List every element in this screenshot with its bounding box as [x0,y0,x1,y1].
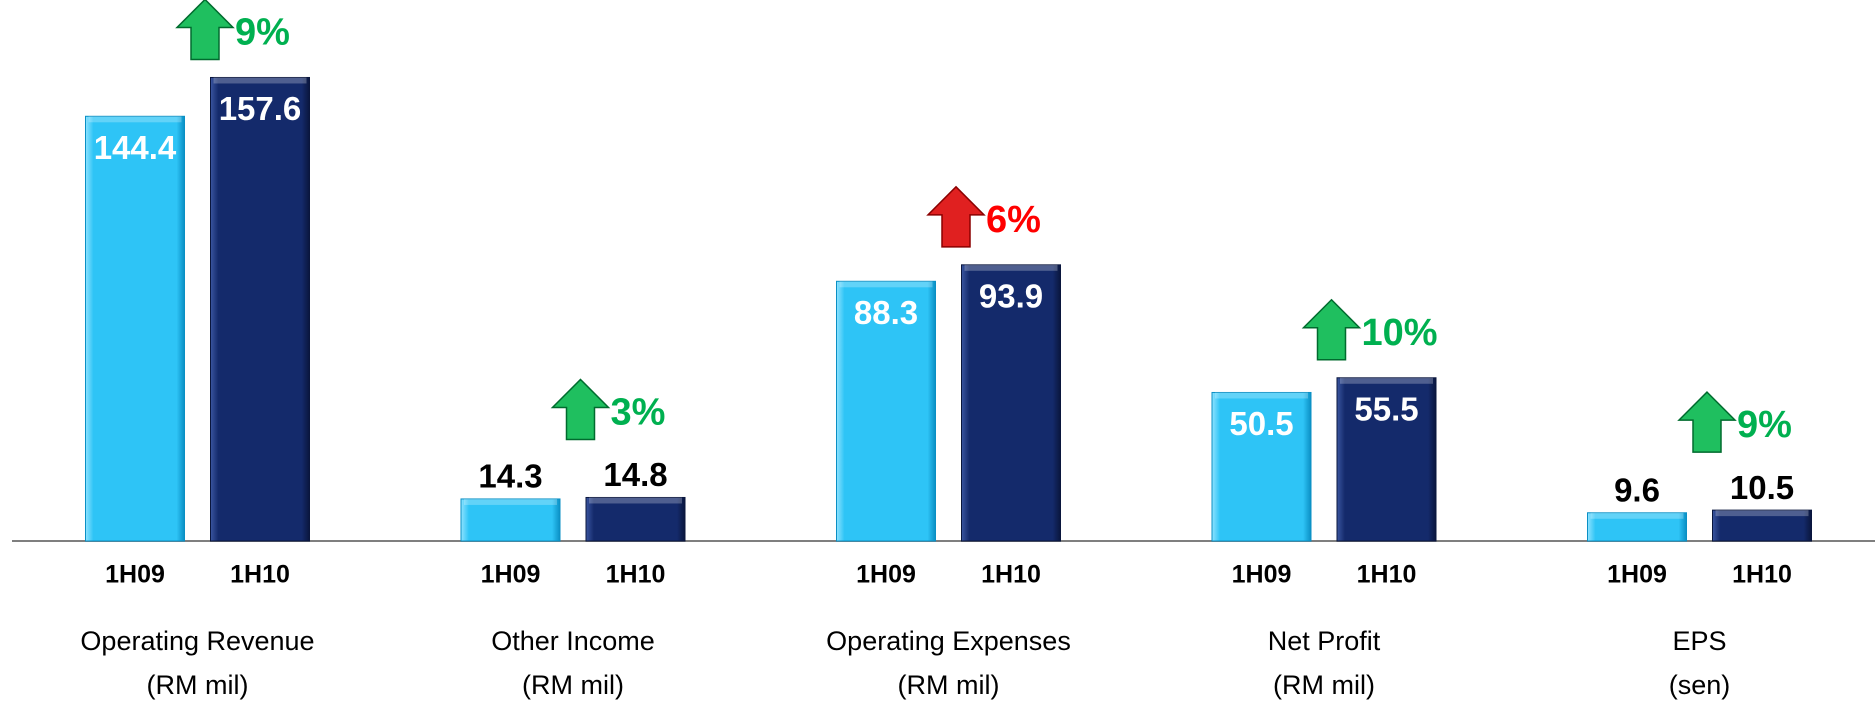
change-label: 6% [986,199,1041,241]
bar-bevel [839,281,933,288]
data-label: 93.9 [979,278,1043,315]
unit-label: (sen) [1669,670,1731,700]
change-label: 9% [1737,404,1792,446]
data-label: 144.4 [94,129,177,166]
change-arrow [926,185,986,248]
bar-bevel [213,77,307,84]
bar [85,115,185,542]
bar-bevel [1215,392,1308,399]
bar [836,280,936,542]
bar-bevel [964,264,1058,271]
bar-bevel [464,498,557,505]
change-arrow [1677,391,1737,453]
bar [210,76,310,542]
series-label: 1H10 [606,561,666,589]
bar [460,498,561,542]
bar [1336,377,1437,542]
change-label: 9% [235,12,290,54]
unit-label: (RM mil) [1273,670,1375,700]
data-label: 157.6 [219,90,302,127]
bar-bevel [88,116,182,123]
series-label: 1H10 [981,561,1041,589]
category-label: EPS [1672,626,1726,656]
unit-label: (RM mil) [898,670,1000,700]
bar [1587,512,1687,542]
series-label: 1H10 [1357,561,1417,589]
data-label: 55.5 [1354,390,1418,427]
change-arrow [550,378,611,441]
change-label: 3% [611,392,666,434]
data-label: 14.3 [478,458,542,495]
bar [1211,391,1312,542]
series-label: 1H09 [1232,561,1292,589]
bar [961,264,1061,542]
category-label: Operating Expenses [826,626,1071,656]
series-label: 1H10 [1732,561,1792,589]
series-label: 1H09 [856,561,916,589]
category-label: Net Profit [1268,626,1381,656]
data-label: 14.8 [603,456,667,493]
bar [585,496,686,542]
data-label: 50.5 [1229,405,1293,442]
bar-bevel [589,497,682,504]
data-label: 88.3 [854,294,918,331]
data-label: 10.5 [1730,469,1794,506]
bar [1712,509,1812,542]
bar-bevel [1715,510,1809,517]
series-label: 1H10 [230,561,290,589]
series-label: 1H09 [1607,561,1667,589]
bar-bevel [1340,377,1433,384]
change-arrow [1301,298,1362,361]
data-label: 9.6 [1614,471,1660,508]
unit-label: (RM mil) [522,670,624,700]
change-label: 10% [1362,312,1438,354]
category-label: Other Income [491,626,655,656]
change-arrow [175,0,235,61]
series-label: 1H09 [105,561,165,589]
unit-label: (RM mil) [147,670,249,700]
series-label: 1H09 [481,561,541,589]
category-label: Operating Revenue [80,626,314,656]
bar-bevel [1590,512,1684,519]
